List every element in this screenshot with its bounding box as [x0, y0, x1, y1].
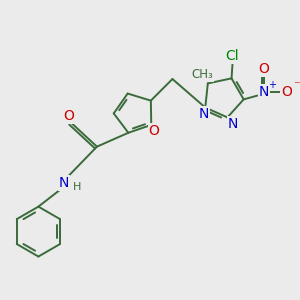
Text: O: O: [149, 124, 160, 138]
Text: O: O: [64, 109, 74, 123]
Text: O: O: [258, 62, 269, 76]
Text: +: +: [268, 80, 277, 90]
Text: N: N: [59, 176, 70, 190]
Text: CH₃: CH₃: [191, 68, 213, 81]
Text: O: O: [281, 85, 292, 99]
Text: N: N: [228, 117, 238, 131]
Text: N: N: [259, 85, 269, 99]
Text: Cl: Cl: [226, 49, 239, 63]
Text: N: N: [198, 107, 208, 121]
Text: H: H: [73, 182, 81, 192]
Text: ⁻: ⁻: [293, 80, 300, 92]
